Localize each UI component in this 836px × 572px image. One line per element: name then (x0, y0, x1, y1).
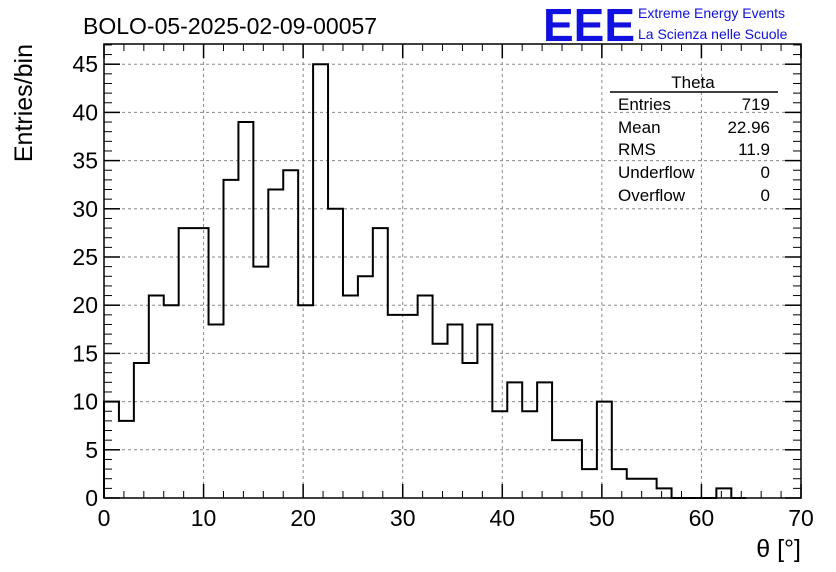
stats-entries-label: Entries (618, 95, 671, 114)
stats-box: Theta Entries 719 Mean 22.96 RMS 11.9 Un… (610, 73, 778, 205)
histogram-bin (418, 296, 433, 498)
histogram-bin (716, 488, 731, 498)
histogram-bin (403, 315, 418, 498)
y-tick-label: 45 (72, 51, 98, 77)
histogram-bin (149, 296, 164, 498)
histogram-bin (448, 324, 463, 498)
y-tick-label: 35 (72, 148, 98, 174)
y-tick-label: 15 (72, 340, 98, 366)
histogram-bin (537, 382, 552, 498)
stats-mean-label: Mean (618, 118, 661, 137)
histogram-bin (522, 411, 537, 498)
stats-entries-value: 719 (742, 95, 770, 114)
x-axis-label: θ [°] (756, 535, 801, 563)
logo-line2: La Scienza nelle Scuole (638, 26, 788, 42)
stats-overflow-value: 0 (761, 186, 770, 205)
histogram-bin (507, 382, 522, 498)
x-tick-label: 10 (191, 505, 217, 531)
histogram-bin (283, 170, 298, 498)
histogram-bin (433, 344, 448, 498)
y-tick-label: 40 (72, 99, 98, 125)
y-tick-label: 5 (85, 437, 98, 463)
y-tick-label: 30 (72, 196, 98, 222)
histogram-bin (343, 296, 358, 498)
stats-mean-value: 22.96 (727, 118, 770, 137)
histogram-bin (238, 122, 253, 498)
eee-logo: EEE Extreme Energy Events La Scienza nel… (543, 0, 788, 51)
histogram-bin (209, 324, 224, 498)
logo-line1: Extreme Energy Events (638, 5, 785, 21)
grid-lines (104, 44, 801, 498)
y-tick-label: 20 (72, 292, 98, 318)
histogram-bin (373, 228, 388, 498)
x-tick-label: 50 (589, 505, 615, 531)
logo-letters: EEE (543, 0, 635, 51)
stats-rms-label: RMS (618, 140, 656, 159)
histogram-bin (567, 440, 582, 498)
histogram-bin (253, 267, 268, 498)
histogram-outline (103, 63, 747, 499)
histogram-bin (657, 488, 672, 498)
histogram-bin (627, 479, 642, 498)
plot-frame (103, 43, 802, 499)
stats-underflow-value: 0 (761, 163, 770, 182)
histogram-bin (194, 228, 209, 498)
histogram-bin (119, 421, 134, 498)
axis-ticks: 0 10 20 30 40 50 60 70 0 5 10 15 20 25 30 35 40 45 (72, 44, 814, 531)
stats-overflow-label: Overflow (618, 186, 686, 205)
chart-title: BOLO-05-2025-02-09-00057 (83, 13, 377, 39)
histogram-bin (179, 228, 194, 498)
histogram-bin (492, 411, 507, 498)
x-tick-label: 0 (98, 505, 111, 531)
x-tick-label: 70 (788, 505, 814, 531)
histogram-bars (103, 63, 747, 499)
histogram-bin (582, 469, 597, 498)
stats-rms-value: 11.9 (738, 140, 770, 159)
histogram-bin (358, 276, 373, 498)
y-axis-label: Entries/bin (10, 44, 38, 162)
stats-underflow-label: Underflow (618, 163, 695, 182)
histogram-bin (477, 324, 492, 498)
histogram-bin (642, 479, 657, 498)
x-tick-label: 30 (390, 505, 416, 531)
y-tick-label: 10 (72, 389, 98, 415)
histogram-bin (134, 363, 149, 498)
histogram-bin (552, 440, 567, 498)
histogram-bin (388, 315, 403, 498)
y-tick-label: 25 (72, 244, 98, 270)
x-tick-label: 20 (290, 505, 316, 531)
histogram-bin (612, 469, 627, 498)
histogram-bin (268, 190, 283, 498)
stats-title: Theta (671, 73, 715, 92)
y-tick-label: 0 (85, 485, 98, 511)
x-tick-label: 40 (489, 505, 515, 531)
x-tick-label: 60 (689, 505, 715, 531)
histogram-bin (313, 64, 328, 498)
histogram-bin (462, 363, 477, 498)
